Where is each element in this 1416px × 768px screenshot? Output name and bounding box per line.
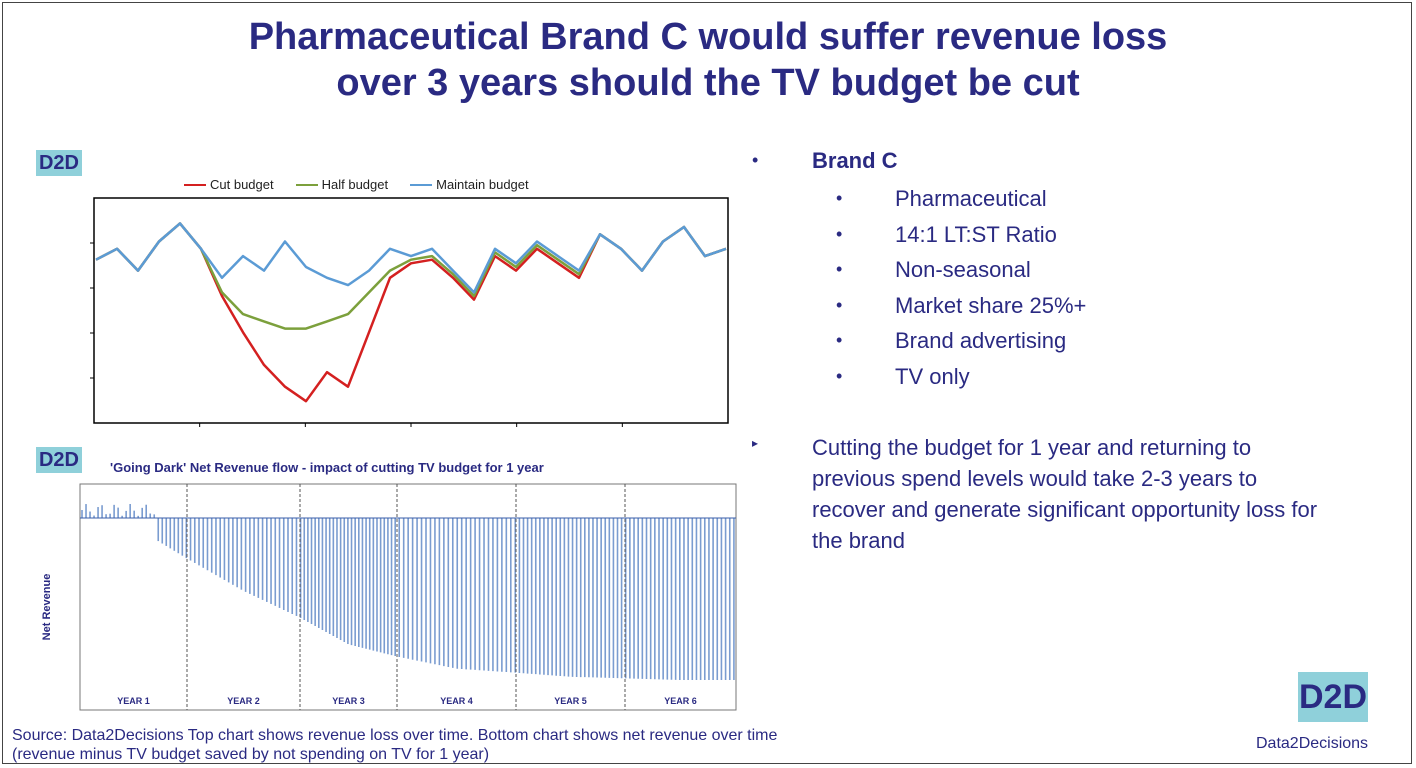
year-label: YEAR 1 xyxy=(117,696,150,706)
title-line-1: Pharmaceutical Brand C would suffer reve… xyxy=(248,16,1168,58)
d2d-logo-icon: D2D xyxy=(36,150,82,176)
data2decisions-logo-icon: D2D xyxy=(1298,672,1368,722)
source-line-1: Source: Data2Decisions Top chart shows r… xyxy=(12,727,778,744)
sub-bullet-item: Brand advertising xyxy=(895,328,1067,353)
sub-bullet-item: TV only xyxy=(895,363,970,389)
bullet-dot: • xyxy=(752,150,759,170)
sub-bullet-dot: • xyxy=(836,365,843,386)
brand-logo-text: Data2Decisions xyxy=(1256,735,1369,752)
legend-swatch-maintain xyxy=(410,183,433,186)
legend-label-cut: Cut budget xyxy=(210,177,274,192)
summary-paragraph: Cutting the budget for 1 year and return… xyxy=(812,435,1318,553)
brand-heading: Brand C xyxy=(812,148,898,173)
slide-title: Pharmaceutical Brand C would suffer reve… xyxy=(0,14,1416,106)
revenue-line-chart xyxy=(90,197,729,427)
chart-legend: Cut budget Half budget Maintain budget xyxy=(184,177,529,192)
plot-area xyxy=(93,197,729,424)
legend-label-half: Half budget xyxy=(321,177,389,192)
year-label: YEAR 6 xyxy=(664,696,697,706)
d2d-logo-icon-2: D2D xyxy=(36,447,82,473)
sub-bullet-dot: • xyxy=(836,330,843,350)
sub-bullet-dot: • xyxy=(836,223,843,244)
bottom-chart-title: 'Going Dark' Net Revenue flow - impact o… xyxy=(110,460,544,475)
sub-bullet-item: Non-seasonal xyxy=(895,257,1031,282)
legend-label-maintain: Maintain budget xyxy=(436,177,529,192)
year-label: YEAR 5 xyxy=(554,696,587,706)
sub-bullet-item: Market share 25%+ xyxy=(895,292,1087,318)
sub-bullet-dot: • xyxy=(836,294,843,315)
series-line-maintain-budget xyxy=(95,222,727,294)
bullet-dot-para: ▸ xyxy=(752,436,759,450)
source-line-2: (revenue minus TV budget saved by not sp… xyxy=(12,746,490,763)
sub-bullet-item: Pharmaceutical xyxy=(895,186,1047,211)
title-line-2: over 3 years should the TV budget be cut xyxy=(336,62,1080,104)
legend-swatch-cut xyxy=(184,183,206,186)
y-axis-label: Net Revenue xyxy=(41,574,53,641)
year-label: YEAR 2 xyxy=(227,696,260,706)
year-label: YEAR 3 xyxy=(332,696,365,706)
sub-bullet-dot: • xyxy=(836,259,843,279)
source-note: Source: Data2Decisions Top chart shows r… xyxy=(12,726,1212,764)
net-revenue-bar-chart: Net Revenue YEAR 1 YEAR 2 YEAR 3 YEAR 4 YEAR … xyxy=(41,483,737,711)
sub-bullet-dot: • xyxy=(836,188,843,208)
legend-swatch-half xyxy=(295,183,318,186)
sub-bullet-item: 14:1 LT:ST Ratio xyxy=(895,221,1057,247)
year-label: YEAR 4 xyxy=(440,696,473,706)
